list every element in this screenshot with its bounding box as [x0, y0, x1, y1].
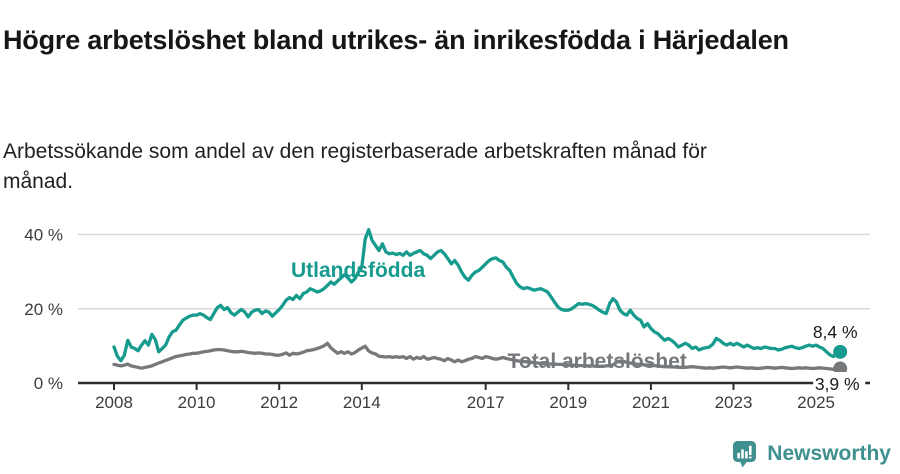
x-axis-label: 2012	[260, 393, 298, 412]
x-axis-label: 2019	[549, 393, 587, 412]
page-title: Högre arbetslöshet bland utrikes- än inr…	[3, 25, 789, 56]
y-axis-label: 20 %	[24, 300, 63, 319]
series-line-total-arbetsl-shet	[112, 341, 842, 371]
y-axis-label: 40 %	[24, 226, 63, 245]
x-axis-label: 2021	[632, 393, 670, 412]
x-axis-label: 2017	[467, 393, 505, 412]
x-axis-label: 2014	[343, 393, 381, 412]
x-axis-label: 2008	[95, 393, 133, 412]
series-line-utlandsf-dda	[112, 228, 842, 363]
newsworthy-brand-text: Newsworthy	[767, 442, 891, 465]
series-end-value: 3,9 %	[815, 374, 860, 394]
y-axis-label: 0 %	[34, 374, 63, 393]
series-end-value: 8,4 %	[813, 322, 858, 342]
x-axis-label: 2025	[797, 393, 835, 412]
x-axis-label: 2010	[178, 393, 216, 412]
series-end-dot	[833, 344, 848, 359]
series-label: Utlandsfödda	[291, 259, 425, 282]
series-label: Total arbetslöshet	[508, 350, 687, 373]
newsworthy-logo-icon	[733, 441, 757, 468]
page-subtitle: Arbetssökande som andel av den registerb…	[3, 140, 707, 193]
newsworthy-brand-link[interactable]: Newsworthy	[732, 440, 891, 468]
x-axis-label: 2023	[715, 393, 753, 412]
unemployment-line-chart: 0 % 20 % 40 % 2008 2010 2012 2014 2017 2019 2021 2…	[24, 226, 870, 412]
end-label-backdrop	[813, 372, 866, 394]
